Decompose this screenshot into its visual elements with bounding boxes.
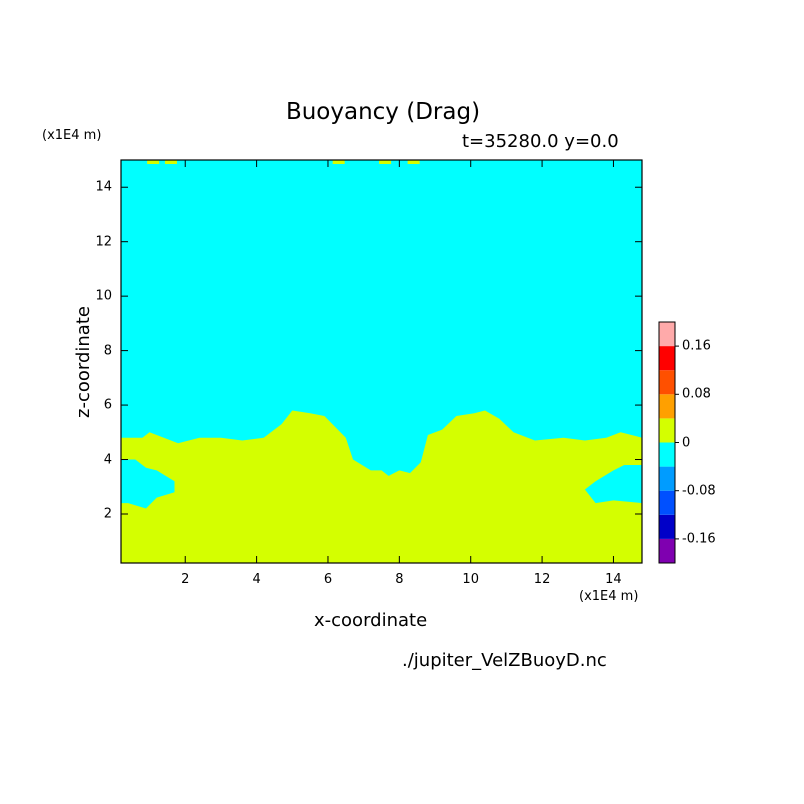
- colorbar-band: [659, 346, 675, 371]
- negative-buoyancy-pocket-1: [121, 459, 175, 509]
- x-tick-label: 2: [181, 572, 190, 587]
- chart-title: Buoyancy (Drag): [285, 99, 481, 125]
- y-tick-label: 4: [103, 452, 112, 468]
- x-axis-label: x-coordinate: [314, 610, 428, 631]
- x-axis-unit: (x1E4 m): [579, 589, 639, 604]
- colorbar-band: [659, 418, 675, 443]
- colorbar-band: [659, 394, 675, 419]
- positive-speck-2: [164, 160, 177, 164]
- colorbar-tick-label: -0.08: [682, 483, 716, 499]
- positive-speck-5: [407, 160, 420, 164]
- positive-buoyancy-region: [121, 410, 642, 563]
- positive-speck-1: [147, 160, 160, 164]
- colorbar-tick-label: 0: [682, 435, 691, 450]
- colorbar-band: [659, 490, 675, 515]
- y-tick-label: 14: [95, 179, 112, 195]
- x-tick-label: 14: [605, 572, 622, 587]
- y-tick-label: 2: [103, 506, 112, 522]
- colorbar-band: [659, 466, 675, 491]
- colorbar-tick-label: -0.16: [682, 531, 716, 547]
- colorbar-band: [659, 442, 675, 467]
- y-axis-unit: (x1E4 m): [42, 128, 102, 143]
- x-tick-label: 4: [252, 572, 261, 587]
- y-tick-label: 6: [103, 397, 112, 413]
- chart-subtitle: t=35280.0 y=0.0: [462, 131, 619, 152]
- x-tick-label: 6: [323, 572, 333, 587]
- y-tick-label: 12: [95, 234, 112, 250]
- negative-buoyancy-pocket-2: [584, 465, 642, 504]
- colorbar-band: [659, 370, 675, 395]
- colorbar-band: [659, 538, 675, 563]
- x-tick-label: 12: [533, 572, 551, 587]
- colorbar-tick-label: 0.08: [682, 386, 711, 402]
- colorbar-band: [659, 514, 675, 539]
- x-tick-label: 8: [395, 572, 404, 587]
- y-tick-label: 8: [103, 343, 112, 359]
- x-tick-label: 10: [462, 572, 479, 587]
- colorbar-tick-label: 0.16: [682, 338, 711, 354]
- y-tick-label: 10: [95, 288, 112, 304]
- plot-frame: [120, 159, 643, 564]
- positive-speck-3: [332, 160, 345, 164]
- positive-speck-4: [379, 160, 392, 164]
- source-filename: ./jupiter_VelZBuoyD.nc: [402, 650, 607, 671]
- colorbar-band: [659, 322, 675, 347]
